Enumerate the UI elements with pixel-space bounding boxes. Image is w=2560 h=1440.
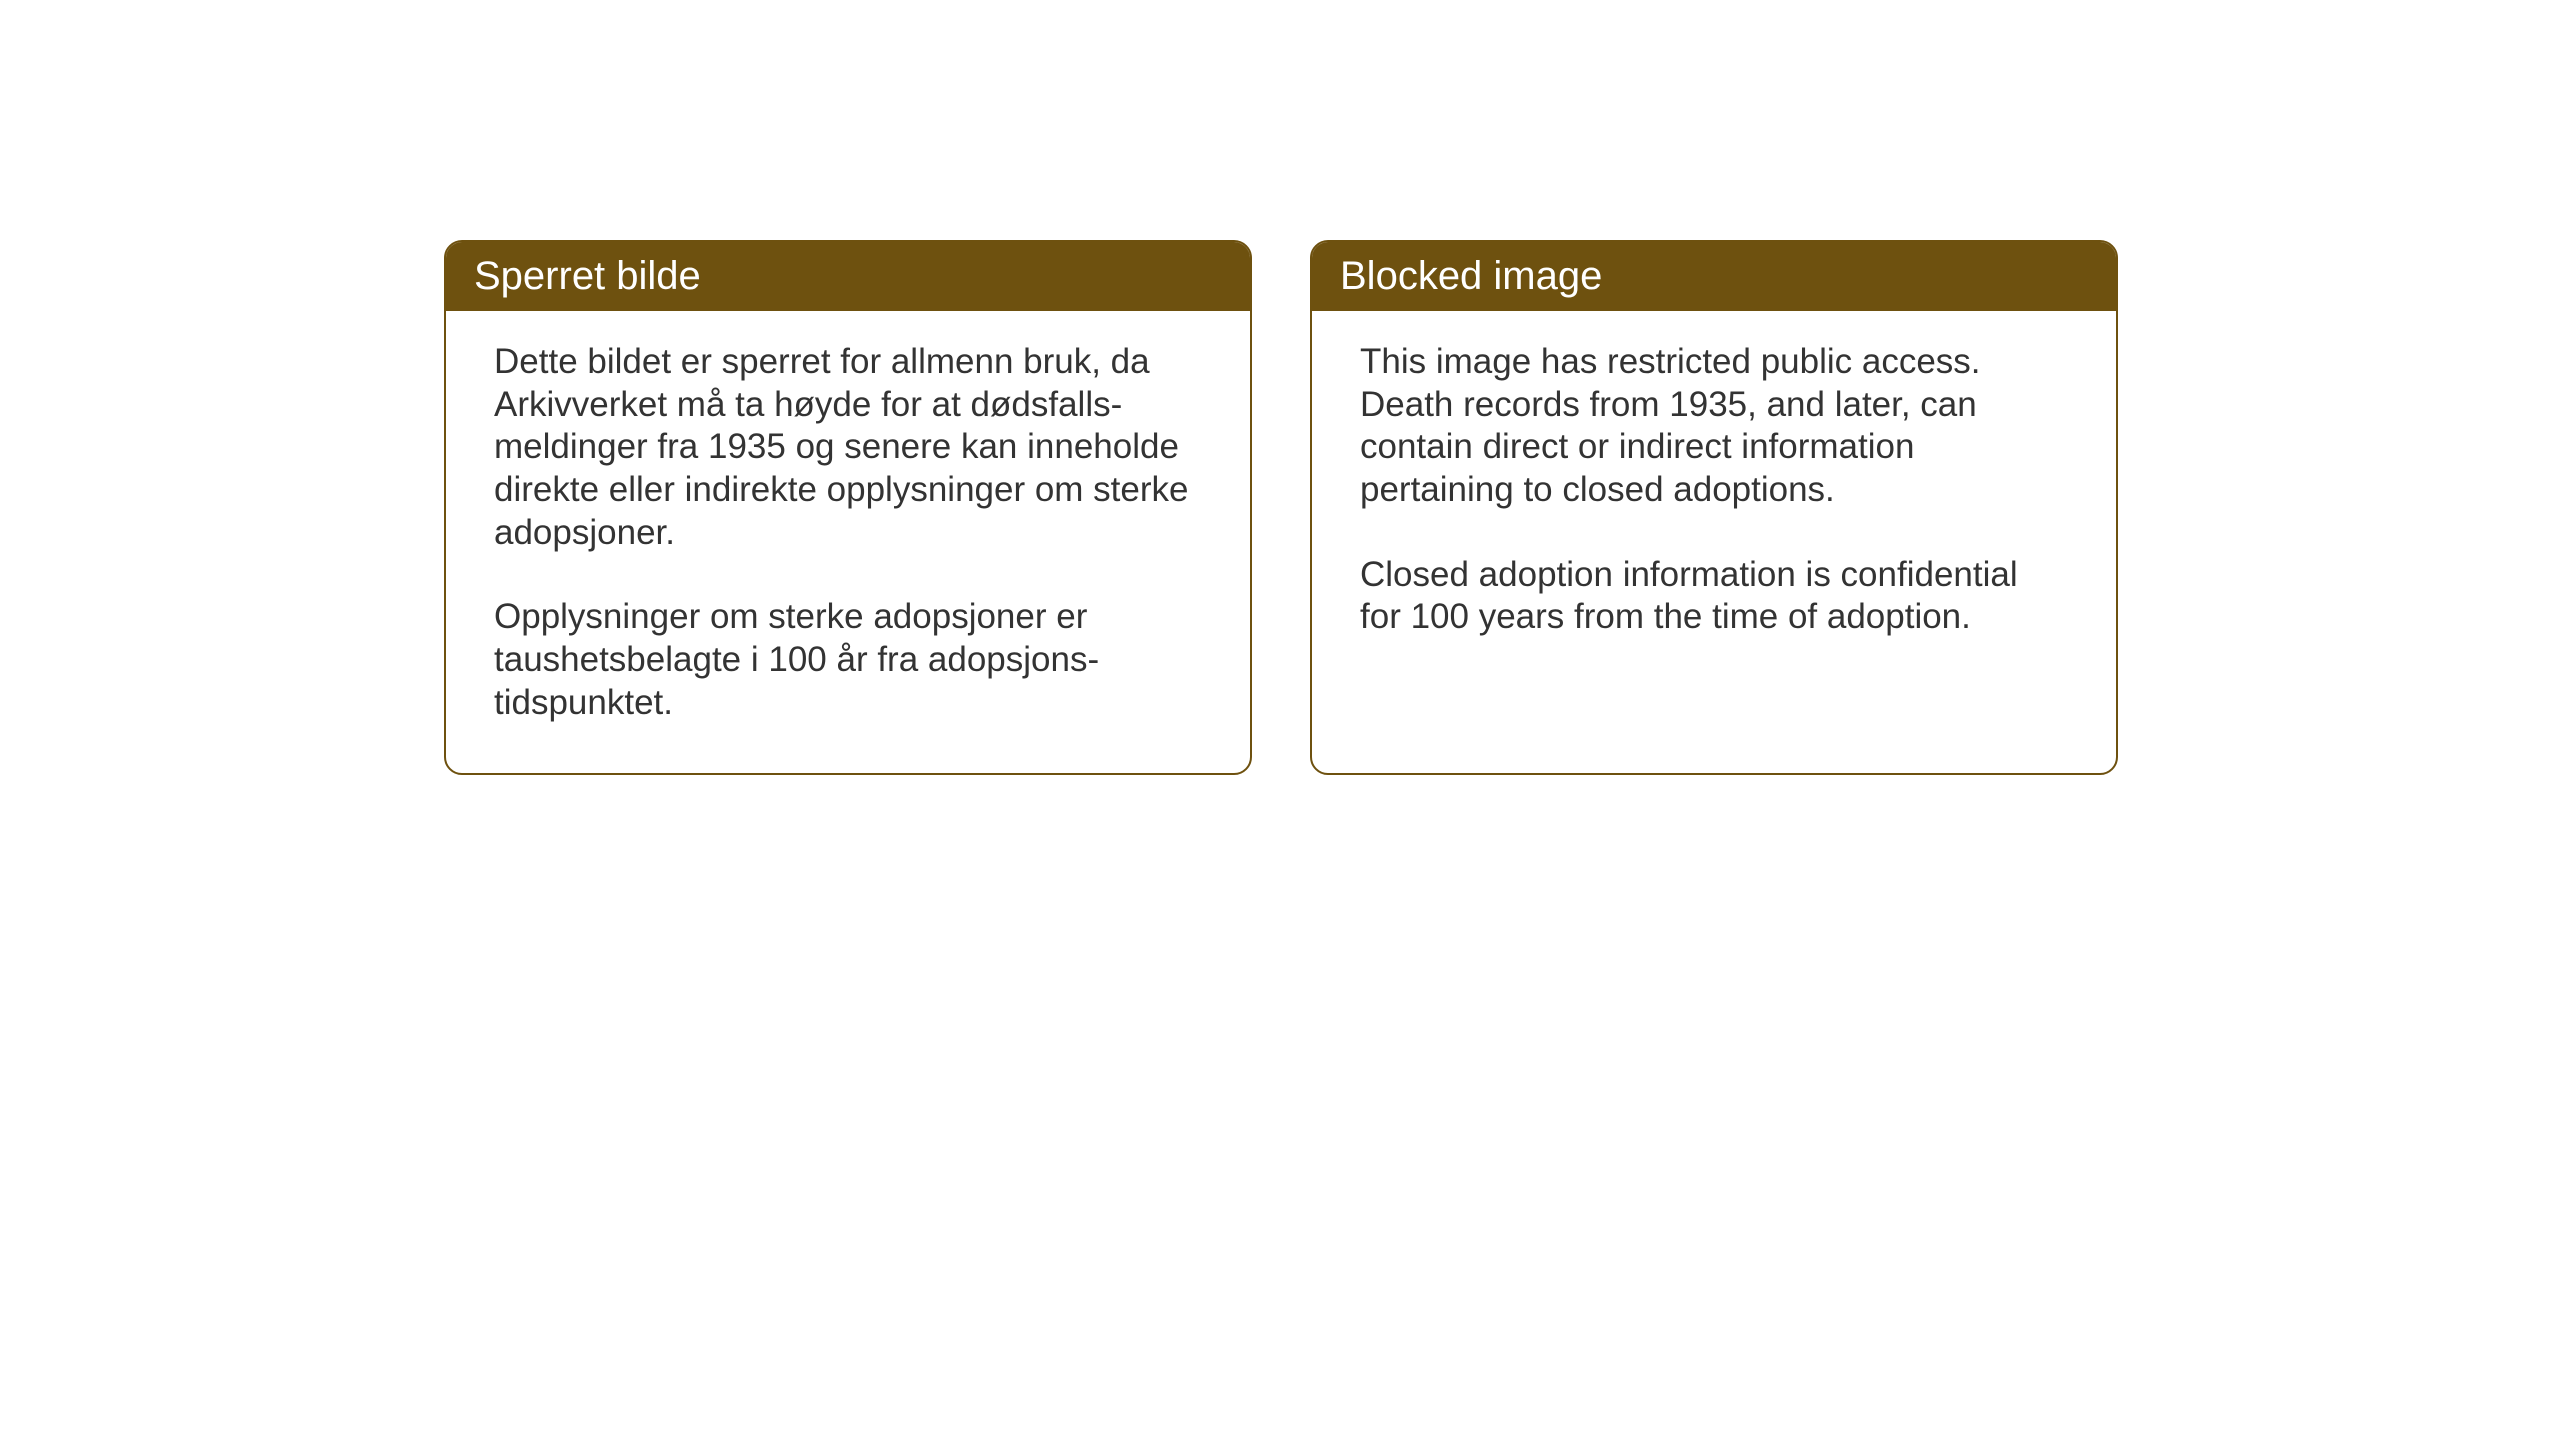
card-title-norwegian: Sperret bilde xyxy=(474,254,701,298)
card-paragraph-1-english: This image has restricted public access.… xyxy=(1360,341,2068,512)
card-body-english: This image has restricted public access.… xyxy=(1312,311,2116,687)
card-paragraph-2-norwegian: Opplysninger om sterke adopsjoner er tau… xyxy=(494,596,1202,724)
card-header-english: Blocked image xyxy=(1312,242,2116,311)
card-body-norwegian: Dette bildet er sperret for allmenn bruk… xyxy=(446,311,1250,773)
card-paragraph-1-norwegian: Dette bildet er sperret for allmenn bruk… xyxy=(494,341,1202,554)
card-title-english: Blocked image xyxy=(1340,254,1602,298)
card-norwegian: Sperret bilde Dette bildet er sperret fo… xyxy=(444,240,1252,775)
card-english: Blocked image This image has restricted … xyxy=(1310,240,2118,775)
card-paragraph-2-english: Closed adoption information is confident… xyxy=(1360,554,2068,639)
cards-container: Sperret bilde Dette bildet er sperret fo… xyxy=(444,240,2118,775)
card-header-norwegian: Sperret bilde xyxy=(446,242,1250,311)
